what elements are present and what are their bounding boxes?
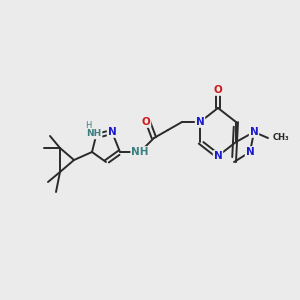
Text: NH: NH (131, 147, 149, 157)
Text: N: N (108, 127, 116, 137)
Text: N: N (214, 151, 222, 161)
Text: O: O (142, 117, 150, 127)
Text: H: H (85, 122, 91, 130)
Text: N: N (250, 127, 258, 137)
Text: CH₃: CH₃ (273, 134, 290, 142)
Text: O: O (214, 85, 222, 95)
Text: N: N (246, 147, 254, 157)
Text: N: N (196, 117, 204, 127)
Text: NH: NH (86, 130, 102, 139)
